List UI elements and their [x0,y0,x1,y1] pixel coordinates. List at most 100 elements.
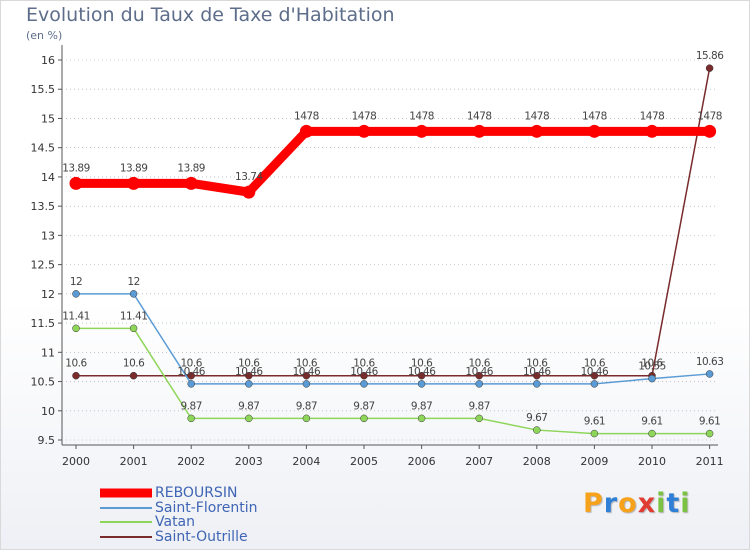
data-point-reboursin [530,124,544,138]
chart-title: Evolution du Taux de Taxe d'Habitation [26,4,395,26]
data-label-vatan: 9.87 [181,400,202,412]
data-label-saint-florentin: 10.46 [177,366,205,378]
data-point-vatan [648,429,656,438]
data-label-reboursin: 13.89 [62,162,90,174]
x-tick-label: 2005 [350,455,378,468]
data-label-saint-florentin: 12 [70,276,82,288]
x-tick-label: 2009 [580,455,608,468]
data-point-saint-florentin [302,380,311,388]
data-point-saint-florentin [533,380,541,388]
data-point-saint-florentin [590,380,599,388]
data-point-saint-florentin [648,374,656,383]
legend-swatch [100,521,152,524]
series-line-vatan [75,327,711,435]
data-point-saint-outrille [245,371,253,380]
logo-letter: x [637,488,657,519]
data-point-saint-florentin [417,380,426,388]
data-label-reboursin: 1478 [409,110,434,122]
data-label-reboursin: 1478 [467,110,492,122]
x-tick-label: 2003 [235,455,263,468]
y-tick-label: 13.5 [31,200,56,213]
data-label-saint-florentin: 10.46 [293,366,321,378]
data-label-saint-outrille: 10.6 [123,358,145,370]
data-point-vatan [187,414,195,423]
y-tick-label: 16 [41,54,55,67]
y-tick-label: 14.5 [31,142,56,155]
data-label-reboursin: 1478 [697,110,722,122]
data-label-saint-outrille: 10.6 [411,358,433,370]
data-point-reboursin [472,124,486,138]
data-point-reboursin [357,124,371,138]
data-label-vatan: 9.87 [238,400,259,412]
logo-letter: i [656,488,667,519]
data-label-vatan: 9.87 [411,400,432,412]
legend-item: Vatan [100,514,340,530]
data-point-saint-outrille [705,64,714,72]
data-point-saint-florentin [245,380,253,388]
data-point-saint-florentin [360,380,368,388]
data-point-saint-outrille [533,371,541,380]
y-tick-label: 13 [41,229,55,242]
data-point-vatan [360,414,368,423]
data-label-saint-florentin: 10.46 [581,366,609,378]
data-label-saint-florentin: 10.46 [465,366,493,378]
series-line-saint-outrille [75,67,711,377]
legend-swatch [100,506,152,509]
data-point-saint-florentin [129,290,138,298]
data-label-reboursin: 13.89 [120,162,148,174]
logo-letter: P [583,488,604,519]
data-label-saint-outrille: 15.86 [696,50,724,62]
y-tick-label: 11 [41,346,55,359]
legend-swatch [100,535,152,538]
data-label-vatan: 9.87 [469,400,490,412]
data-label-reboursin: 1478 [352,110,377,122]
data-label-vatan: 9.61 [584,416,605,428]
legend-swatch [100,488,152,498]
data-point-saint-florentin [187,380,195,388]
data-label-reboursin: 1478 [582,110,607,122]
data-label-saint-florentin: 10.46 [350,366,378,378]
data-point-reboursin [645,124,659,138]
data-label-saint-florentin: 10.46 [408,366,436,378]
logo-letter: i [680,488,691,519]
data-point-reboursin [415,124,429,138]
data-point-reboursin [242,185,256,199]
data-label-saint-florentin: 10.63 [696,356,724,368]
logo-letter: o [618,488,638,519]
data-point-vatan [245,414,253,423]
data-point-saint-outrille [129,371,138,380]
legend-item: Saint-Outrille [100,529,340,545]
data-point-vatan [417,414,426,423]
legend-item: REBOURSIN [100,485,340,501]
data-point-vatan [533,426,541,434]
data-label-reboursin: 13.89 [177,162,205,174]
y-tick-label: 9.5 [38,434,56,447]
y-tick-label: 14 [41,171,55,184]
data-label-reboursin: 13.74 [235,171,263,183]
x-tick-label: 2007 [465,455,493,468]
data-label-saint-florentin: 10.46 [523,366,551,378]
data-label-saint-outrille: 10.6 [181,358,203,370]
x-tick-label: 2010 [638,455,666,468]
legend-label: REBOURSIN [155,485,238,501]
data-point-vatan [590,429,599,438]
proxiti-logo: Proxiti [583,488,691,519]
data-label-saint-outrille: 10.6 [584,358,606,370]
y-tick-label: 10 [41,405,55,418]
data-point-saint-outrille [187,371,195,380]
data-point-vatan [72,324,80,333]
data-label-vatan: 9.61 [641,416,662,428]
data-point-saint-outrille [475,371,483,380]
x-tick-label: 2008 [523,455,551,468]
data-label-saint-outrille: 10.6 [238,358,260,370]
y-tick-label: 11.5 [31,317,56,330]
y-tick-label: 10.5 [31,376,56,389]
data-point-vatan [475,414,483,423]
data-point-saint-florentin [705,370,714,378]
data-point-saint-outrille [302,371,311,380]
data-point-vatan [302,414,311,423]
data-point-saint-florentin [72,290,80,298]
data-point-reboursin [299,124,313,138]
